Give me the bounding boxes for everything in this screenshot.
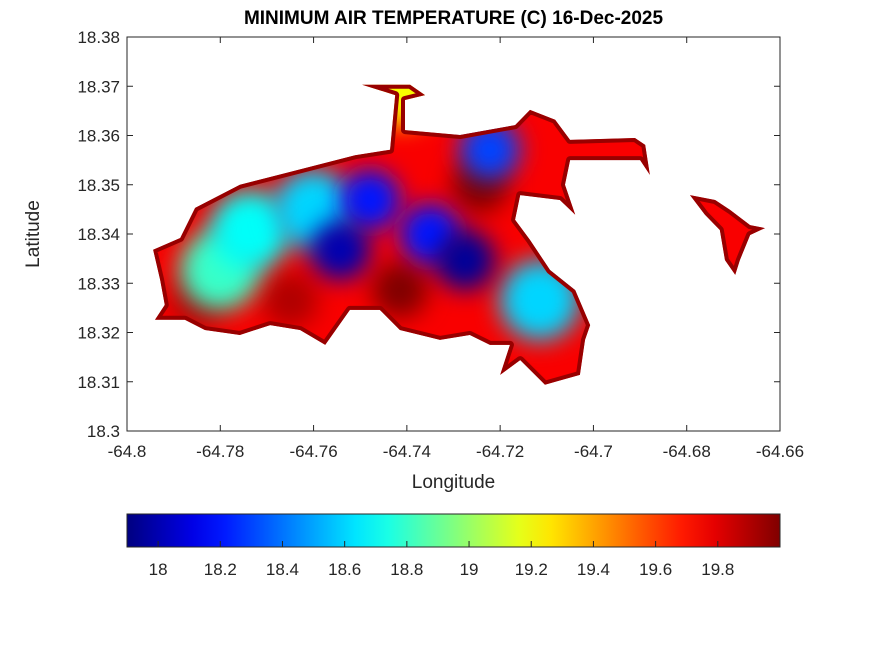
- y-tick-label: 18.3: [87, 422, 120, 441]
- chart-title: MINIMUM AIR TEMPERATURE (C) 16-Dec-2025: [243, 8, 664, 29]
- colorbar-tick-label: 18.6: [328, 560, 361, 579]
- y-tick-label: 18.33: [77, 274, 120, 293]
- colorbar-ticks: 18 18.2 18.4 18.6 18.8 19 19.2 19.4 19.6 19.8: [149, 541, 734, 579]
- colorbar-tick-label: 19.6: [639, 560, 672, 579]
- colorbar-tick-label: 18.4: [266, 560, 299, 579]
- heat-cell: [435, 230, 496, 291]
- heat-cell: [371, 261, 428, 318]
- heat-cell: [262, 271, 319, 328]
- heat-cell: [310, 219, 371, 280]
- x-tick-label: -64.66: [756, 442, 804, 461]
- x-axis-label: Longitude: [411, 472, 496, 493]
- x-tick-label: -64.72: [476, 442, 524, 461]
- x-tick-label: -64.8: [108, 442, 147, 461]
- colorbar-tick-label: 19.4: [577, 560, 610, 579]
- x-tick-label: -64.68: [663, 442, 711, 461]
- y-tick-label: 18.31: [77, 373, 120, 392]
- y-axis-label: Latitude: [23, 200, 44, 268]
- x-tick-label: -64.76: [289, 442, 337, 461]
- y-tick-label: 18.35: [77, 176, 120, 195]
- x-tick-label: -64.78: [196, 442, 244, 461]
- x-ticks: -64.8 -64.78 -64.76 -64.74 -64.72 -64.7 -64.68…: [108, 37, 804, 461]
- colorbar-tick-label: 18.2: [204, 560, 237, 579]
- y-tick-label: 18.38: [77, 28, 120, 47]
- colorbar-tick-label: 19.2: [515, 560, 548, 579]
- y-tick-label: 18.37: [77, 77, 120, 96]
- y-tick-label: 18.36: [77, 127, 120, 146]
- colorbar: [126, 513, 781, 548]
- x-tick-label: -64.74: [383, 442, 431, 461]
- y-tick-label: 18.32: [77, 324, 120, 343]
- colorbar-tick-label: 18.8: [390, 560, 423, 579]
- colorbar-tick-label: 18: [149, 560, 168, 579]
- colorbar-tick-label: 19: [460, 560, 479, 579]
- colorbar-tick-label: 19.8: [701, 560, 734, 579]
- heat-cell: [210, 190, 291, 271]
- heat-cell: [340, 170, 401, 231]
- y-ticks: 18.3 18.31 18.32 18.33 18.34 18.35 18.36 18.37 1…: [77, 28, 780, 441]
- coast-band: [153, 84, 654, 385]
- y-tick-label: 18.34: [77, 225, 120, 244]
- x-tick-label: -64.7: [574, 442, 613, 461]
